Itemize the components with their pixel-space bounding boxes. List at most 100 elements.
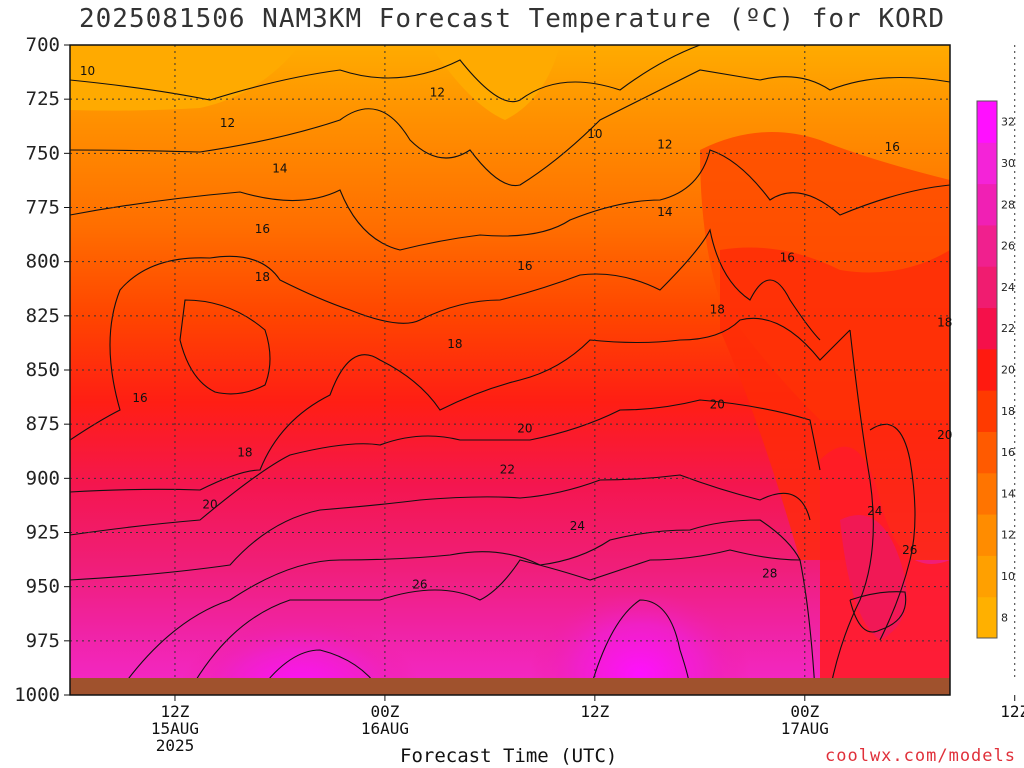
y-tick-label: 925 — [26, 522, 60, 544]
contour-12 — [70, 69, 950, 187]
contour-lines — [70, 45, 950, 691]
colorbar-swatch — [977, 596, 997, 639]
contour-label-20: 20 — [710, 398, 725, 412]
y-tick-label: 850 — [26, 359, 60, 381]
x-tick-label: 2025 — [156, 736, 195, 755]
contour-28 — [259, 599, 691, 691]
colorbar-label: 18 — [1001, 405, 1015, 418]
colorbar-swatch — [977, 307, 997, 350]
contour-label-14: 14 — [272, 162, 287, 176]
contour-24 — [119, 519, 801, 691]
colorbar-label: 20 — [1001, 364, 1015, 377]
contour-20 — [70, 399, 821, 536]
y-tick-label: 800 — [26, 251, 60, 273]
y-tick-label: 1000 — [14, 684, 60, 706]
y-tick-label: 975 — [26, 630, 60, 652]
colorbar-swatch — [977, 514, 997, 556]
contour-16-small — [179, 299, 271, 395]
contour-label-10: 10 — [80, 64, 95, 78]
colorbar: 8 10 12 14 16 18 20 22 24 26 28 30 32 — [976, 100, 1015, 639]
colorbar-swatch — [977, 472, 997, 515]
colorbar-frame — [976, 100, 998, 639]
colorbar-swatch — [977, 224, 997, 267]
contour-labels: 10 12 14 16 18 16 18 20 12 10 12 14 16 18 18 20 20 22 24 26… — [80, 64, 953, 592]
contour-label-16: 16 — [255, 222, 270, 236]
contour-right-3 — [849, 591, 907, 633]
colorbar-label: 24 — [1001, 281, 1015, 294]
colorbar-label: 8 — [1001, 611, 1008, 624]
contour-label-26: 26 — [902, 543, 917, 557]
credit-link[interactable]: coolwx.com/models — [825, 746, 1016, 766]
contour-label-16: 16 — [517, 259, 532, 273]
colorbar-label: 14 — [1001, 487, 1015, 500]
contour-label-22: 22 — [500, 463, 515, 477]
x-tick-label: 17AUG — [781, 719, 829, 738]
contour-label-26: 26 — [412, 578, 427, 592]
y-axis: 700 725 750 775 800 825 850 875 900 925 950 975 1000 — [14, 34, 70, 706]
contour-10 — [70, 45, 701, 103]
contour-26 — [189, 549, 816, 691]
contour-label-18: 18 — [447, 337, 462, 351]
contour-right-1 — [829, 329, 874, 691]
contour-label-18: 18 — [255, 270, 270, 284]
colorbar-swatch — [977, 555, 997, 598]
contour-22 — [70, 474, 811, 581]
y-tick-label: 775 — [26, 197, 60, 219]
contour-16 — [70, 228, 821, 441]
colorbar-swatch — [977, 348, 997, 391]
contour-label-12: 12 — [220, 116, 235, 130]
colorbar-label: 16 — [1001, 446, 1015, 459]
y-tick-label: 950 — [26, 576, 60, 598]
colorbar-label: 28 — [1001, 198, 1015, 211]
colorbar-swatch — [977, 183, 997, 226]
contour-label-16: 16 — [780, 250, 795, 264]
contour-label-10: 10 — [587, 127, 602, 141]
x-tick-label: 16AUG — [361, 719, 409, 738]
colorbar-label: 26 — [1001, 240, 1015, 253]
x-tick-label: 12Z — [161, 702, 190, 721]
y-tick-label: 725 — [26, 88, 60, 110]
grid-lines — [70, 45, 1016, 678]
contour-label-18: 18 — [710, 302, 725, 316]
contour-label-28: 28 — [762, 567, 777, 581]
x-axis-label: Forecast Time (UTC) — [400, 745, 618, 767]
colorbar-swatch — [977, 142, 997, 185]
x-axis: 12Z15AUG202500Z16AUG12Z00Z17AUG12Z — [151, 695, 1024, 755]
contour-label-20: 20 — [937, 428, 952, 442]
contour-label-18: 18 — [237, 445, 252, 459]
contour-label-14: 14 — [657, 205, 672, 219]
contour-label-24: 24 — [867, 504, 882, 518]
contour-label-18: 18 — [937, 315, 952, 329]
colorbar-swatch — [977, 390, 997, 432]
contour-18 — [70, 317, 851, 493]
colorbar-swatch — [977, 101, 997, 143]
colorbar-label: 32 — [1001, 116, 1015, 129]
contour-label-20: 20 — [202, 497, 217, 511]
x-tick-label: 12Z — [1000, 702, 1024, 721]
colorbar-swatch — [977, 431, 997, 474]
y-tick-label: 825 — [26, 305, 60, 327]
y-tick-label: 700 — [26, 34, 60, 56]
colorbar-label: 22 — [1001, 322, 1015, 335]
contour-label-12: 12 — [657, 138, 672, 152]
contour-label-16: 16 — [885, 140, 900, 154]
x-tick-label: 00Z — [790, 702, 819, 721]
y-tick-label: 750 — [26, 142, 60, 164]
colorbar-swatch — [977, 266, 997, 309]
colorbar-label: 12 — [1001, 529, 1015, 542]
contour-right-2 — [869, 423, 916, 641]
contour-label-12: 12 — [430, 86, 445, 100]
x-tick-label: 12Z — [580, 702, 609, 721]
contour-label-16: 16 — [132, 391, 147, 405]
chart-title: 2025081506 NAM3KM Forecast Temperature (… — [79, 4, 945, 34]
x-tick-label: 15AUG — [151, 719, 199, 738]
y-tick-label: 900 — [26, 467, 60, 489]
contour-label-24: 24 — [570, 519, 585, 533]
contour-14 — [70, 149, 950, 251]
x-tick-label: 00Z — [370, 702, 399, 721]
colorbar-label: 30 — [1001, 157, 1015, 170]
colorbar-label: 10 — [1001, 570, 1015, 583]
y-tick-label: 875 — [26, 413, 60, 435]
surface-ground — [70, 678, 950, 695]
